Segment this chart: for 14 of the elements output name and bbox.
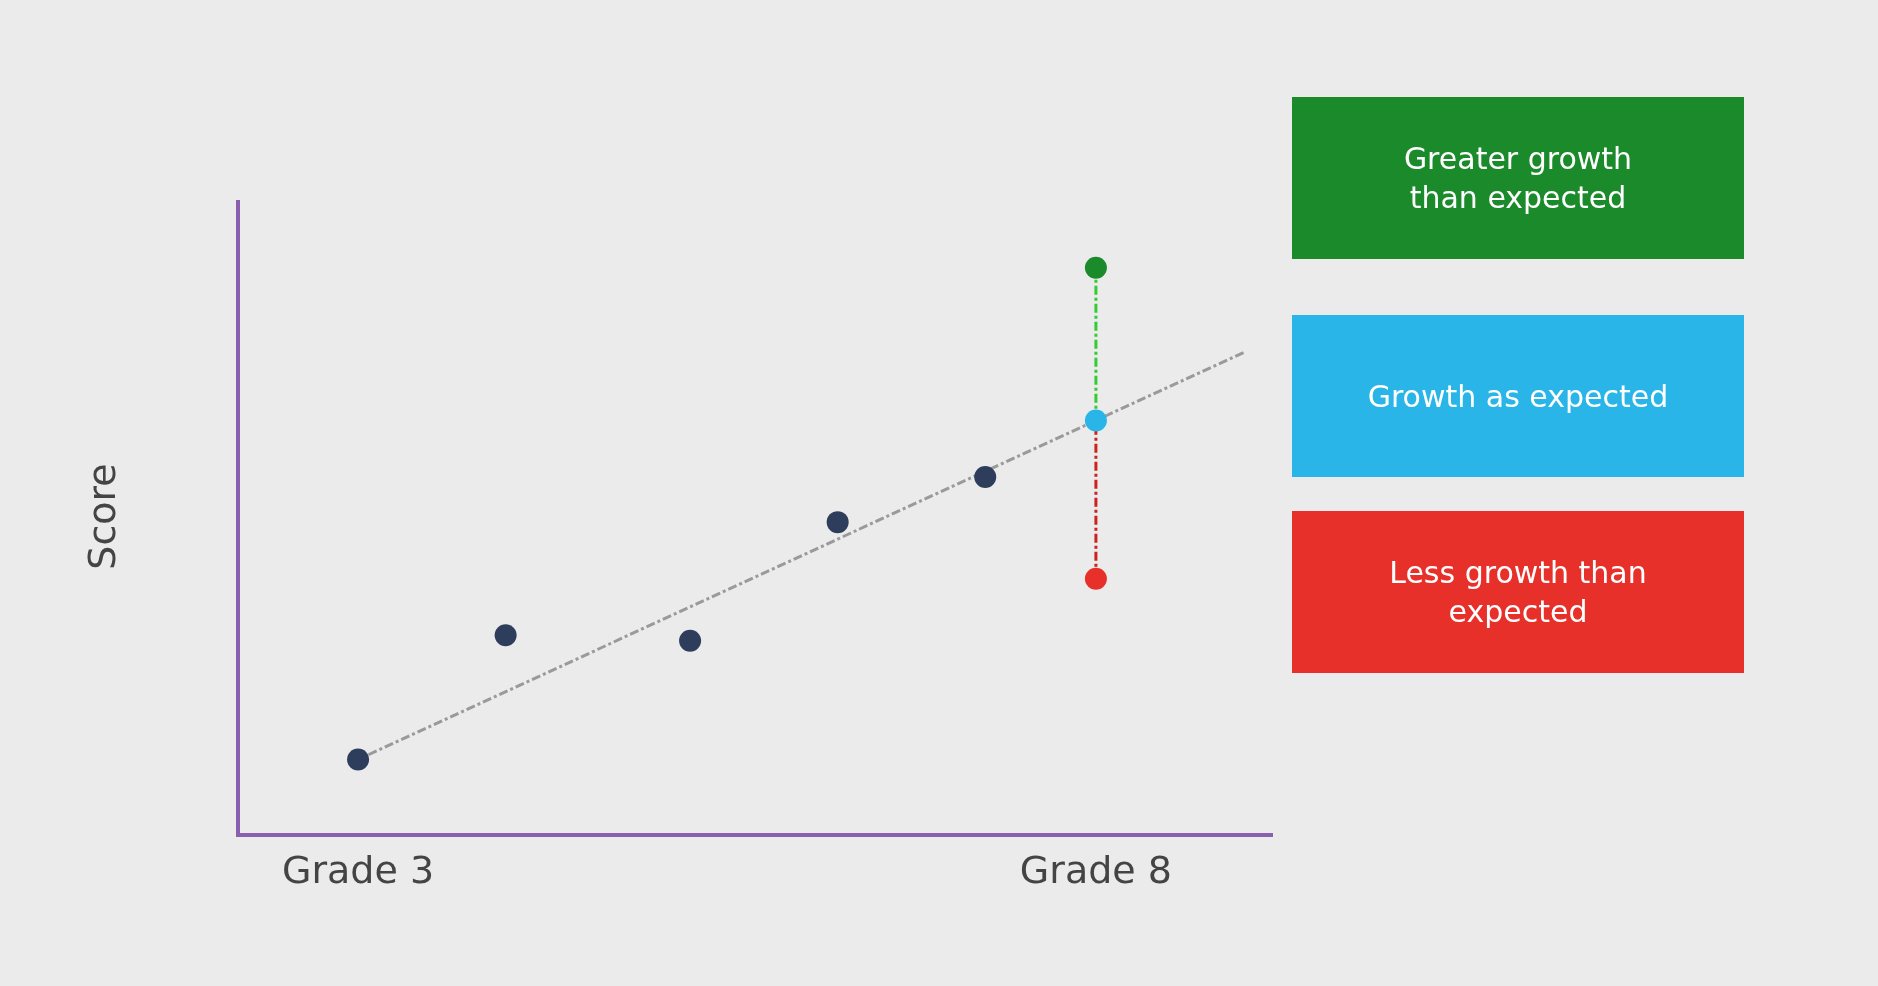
x-tick-label: Grade 8 (1019, 847, 1172, 892)
point (826, 511, 849, 534)
point (494, 624, 517, 647)
text: Less growth than expected (1389, 555, 1647, 629)
point (347, 748, 370, 771)
text: Growth as expected (1367, 378, 1669, 414)
x-tick-label: Grade 3 (282, 847, 435, 892)
point (974, 465, 997, 488)
point (1084, 567, 1107, 590)
y-axis-title: Score (79, 463, 124, 570)
point (1084, 409, 1107, 432)
point (1084, 256, 1107, 279)
text: Greater growth than expected (1403, 141, 1633, 215)
point (679, 629, 702, 652)
